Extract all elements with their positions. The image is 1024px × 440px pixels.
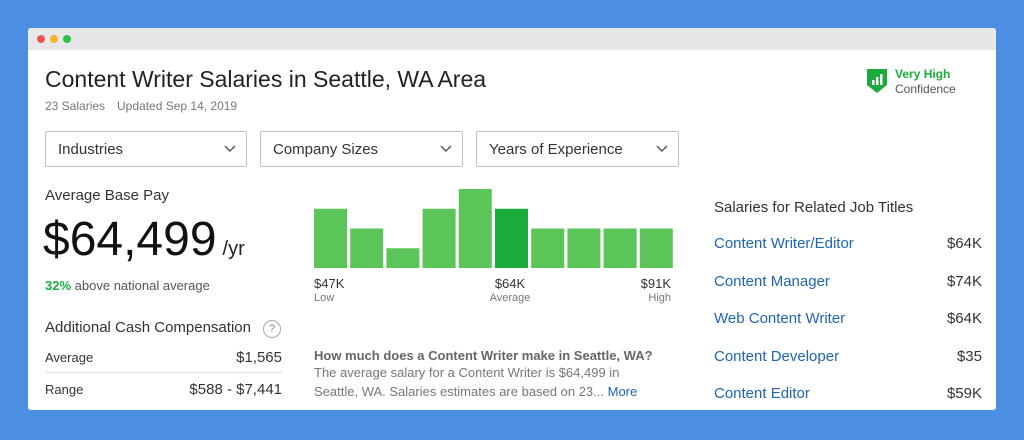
- high-caption: High: [648, 292, 671, 304]
- comparison: 32% above national average: [45, 278, 210, 293]
- histogram: [314, 189, 673, 268]
- close-dot[interactable]: [37, 35, 45, 43]
- related-pay: $64K: [946, 310, 982, 327]
- histogram-bar: [495, 208, 528, 268]
- related-title: Salaries for Related Job Titles: [714, 199, 914, 216]
- related-pay: $74K: [946, 272, 982, 290]
- filter-label: Industries: [58, 141, 124, 158]
- question-heading: How much does a Content Writer make in S…: [314, 348, 653, 363]
- histogram-bar: [422, 208, 456, 268]
- filter-label: Years of Experience: [489, 141, 623, 158]
- confidence-label: Confidence: [895, 82, 956, 96]
- title-bar: [28, 28, 996, 50]
- comparison-pct: 32%: [45, 278, 72, 293]
- text: Seattle, WA. Salaries estimates are base…: [314, 384, 604, 399]
- base-pay-amount: $64,499/yr: [43, 212, 245, 267]
- histogram-bar: [603, 228, 637, 268]
- related-link[interactable]: Web Content Writer: [714, 310, 846, 327]
- filter-label: Company Sizes: [273, 141, 379, 158]
- window: Content Writer Salaries in Seattle, WA A…: [28, 28, 996, 410]
- question-text: The average salary for a Content Writer …: [314, 365, 620, 380]
- divider: [45, 372, 282, 373]
- low-caption: Low: [314, 292, 335, 304]
- filter-dropdown[interactable]: Industries: [45, 131, 247, 167]
- additional-title: Additional Cash Compensation: [45, 319, 251, 336]
- histogram-bar: [350, 228, 384, 268]
- more-link[interactable]: More: [607, 384, 638, 399]
- avg-caption: Average: [489, 292, 531, 304]
- comparison-text: above national average: [74, 278, 210, 293]
- base-pay-label: Average Base Pay: [45, 187, 169, 204]
- related-pay: $59K: [946, 385, 982, 402]
- avg-value: $64K: [494, 276, 526, 291]
- related-pay: $35: [956, 347, 982, 365]
- row-value: $588 - $7,441: [189, 381, 282, 398]
- row-value: $1,565: [236, 349, 282, 366]
- help-icon[interactable]: ?: [263, 320, 281, 338]
- minimize-dot[interactable]: [50, 35, 58, 43]
- filter-dropdown[interactable]: Years of Experience: [476, 131, 679, 167]
- histogram-bar: [458, 189, 492, 268]
- updated-date: Updated Sep 14, 2019: [117, 99, 238, 113]
- related-link[interactable]: Content Writer/Editor: [714, 235, 854, 252]
- row-label: Average: [45, 350, 94, 365]
- histogram-bar: [386, 248, 420, 268]
- question-text: Seattle, WA. Salaries estimates are base…: [314, 384, 637, 399]
- histogram-bar: [567, 228, 601, 268]
- high-value: $91K: [640, 276, 671, 291]
- maximize-dot[interactable]: [63, 35, 71, 43]
- page-title: Content Writer Salaries in Seattle, WA A…: [45, 66, 487, 92]
- amount: $64,499: [43, 213, 217, 266]
- low-value: $47K: [314, 276, 345, 291]
- histogram-bar: [314, 208, 347, 268]
- confidence-icon: [867, 69, 887, 93]
- related-pay: $64K: [946, 235, 982, 252]
- related-link[interactable]: Content Manager: [714, 272, 830, 290]
- confidence-level: Very High: [895, 67, 951, 81]
- related-link[interactable]: Content Editor: [714, 385, 810, 402]
- histogram-bar: [531, 228, 565, 268]
- histogram-bar: [639, 228, 673, 268]
- filter-dropdown[interactable]: Company Sizes: [260, 131, 463, 167]
- row-label: Range: [45, 382, 84, 397]
- salary-count: 23 Salaries: [45, 99, 106, 113]
- unit: /yr: [222, 238, 245, 260]
- related-link[interactable]: Content Developer: [714, 347, 840, 365]
